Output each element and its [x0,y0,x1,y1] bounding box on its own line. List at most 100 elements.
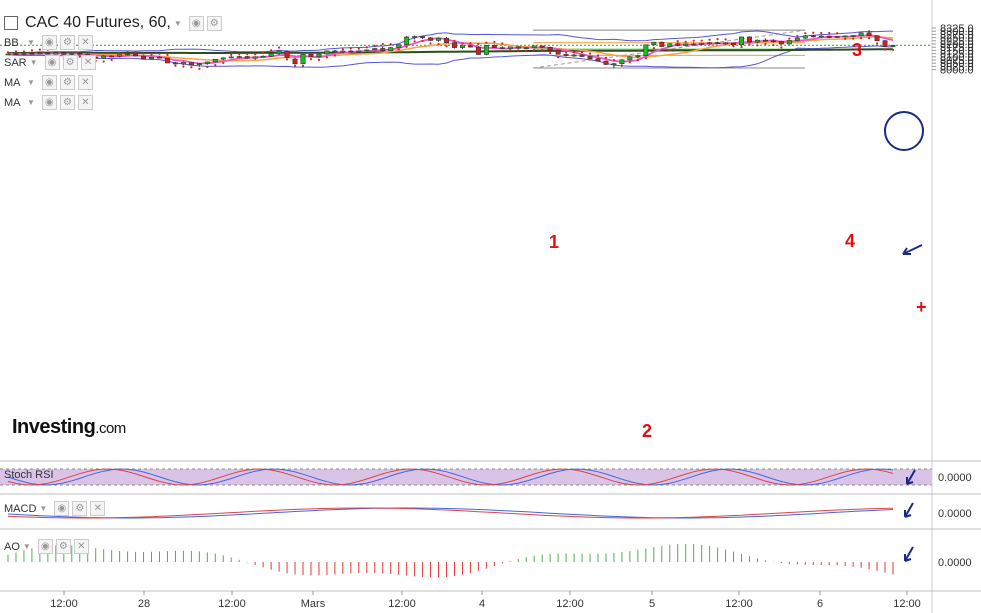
candle-body [611,63,617,66]
sar-dot [30,49,34,52]
sar-dot [301,64,305,67]
chevron-down-icon[interactable]: ▼ [27,98,35,107]
sar-dot [588,52,592,55]
sar-dot [652,46,655,50]
candle-body [380,48,386,51]
close-icon[interactable]: ✕ [90,501,106,516]
indicator-row-sar[interactable]: SAR ▼ ◉ ⚙ ✕ [4,55,96,70]
chevron-down-icon[interactable]: ▼ [27,78,35,87]
gear-icon[interactable]: ⚙ [59,75,75,90]
pane-value-label: 0.0000 [938,557,972,569]
candle-body [834,36,840,38]
chevron-down-icon[interactable]: ▼ [173,18,182,28]
price-tick-label: 8325.0 [940,23,974,35]
indicator-row-ma1[interactable]: MA ▼ ◉ ⚙ ✕ [4,75,93,90]
sar-dot [134,50,137,54]
candle-body [499,47,505,49]
sar-dot [317,58,321,61]
gear-icon[interactable]: ⚙ [55,539,71,554]
eye-icon[interactable]: ◉ [41,95,57,110]
candle-body [444,37,449,44]
indicator-row-ma2[interactable]: MA ▼ ◉ ⚙ ✕ [4,95,93,110]
candle-body [699,42,705,45]
candle-body [739,36,744,46]
eye-icon[interactable]: ◉ [54,501,70,516]
sar-dot [102,60,105,63]
candle-body [731,42,737,46]
sar-dot [270,49,273,52]
candle-body [45,52,51,55]
trend-line [532,29,806,69]
price-tick-label: 8050.0 [940,58,974,70]
annotation-1: 1 [549,232,559,252]
close-icon[interactable]: ✕ [80,55,96,70]
investing-logo: Investing.com [12,416,126,439]
indicator-label: BB [4,36,19,49]
candle-body [180,62,186,65]
annotation-3: 3 [852,40,862,60]
time-tick-label: 6 [817,598,823,610]
close-icon[interactable]: ✕ [77,95,93,110]
gear-icon[interactable]: ⚙ [59,35,75,50]
candle-body [220,57,226,60]
sar-dot [644,57,647,60]
price-tick-label: 8000.0 [940,65,974,77]
sar-dot [756,44,759,47]
sar-dot [612,59,616,62]
logo-brand: Investing [12,416,96,438]
sar-dot [748,43,751,46]
candle-body [515,46,521,49]
pane-label: MACD [4,502,37,515]
gear-icon[interactable]: ⚙ [206,15,222,31]
close-icon[interactable]: ✕ [77,35,93,50]
candle-body [483,44,489,55]
bb-lower [7,45,894,69]
indicator-row-bb[interactable]: BB ▼ ◉ ⚙ ✕ [4,35,93,50]
eye-icon[interactable]: ◉ [41,35,57,50]
candle-body [683,43,689,46]
collapse-icon[interactable] [4,16,18,30]
sar-dot [541,49,544,52]
eye-icon[interactable]: ◉ [37,539,53,554]
sar-dot [333,54,336,57]
chevron-down-icon[interactable]: ▼ [22,542,31,551]
candle-body [467,45,473,48]
chevron-down-icon[interactable]: ▼ [39,504,48,513]
pane-label-stoch-rsi[interactable]: Stoch RSI [4,469,54,481]
arrow-icon [906,469,916,485]
candle-body [643,44,649,57]
sar-dot [883,48,887,51]
signal-line [7,507,894,519]
gear-icon[interactable]: ⚙ [62,55,78,70]
pane-label-ao[interactable]: AO ▼ ◉ ⚙ ✕ [4,539,89,554]
candle-body [53,52,59,55]
candle-body [723,42,729,45]
eye-icon[interactable]: ◉ [44,55,60,70]
sar-dot [764,42,767,46]
chevron-down-icon[interactable]: ▼ [27,38,35,47]
sar-dot [182,65,185,68]
pane-label: Stoch RSI [4,469,54,481]
candle-body [890,44,896,47]
close-icon[interactable]: ✕ [73,539,89,554]
sar-dot [222,61,225,65]
eye-icon[interactable]: ◉ [188,15,204,31]
candle-body [707,42,713,45]
sar-dot [230,53,233,56]
sar-dot [788,37,791,40]
chevron-down-icon[interactable]: ▼ [29,58,38,67]
sar-dot [381,42,384,46]
pane-label-macd[interactable]: MACD ▼ ◉ ⚙ ✕ [4,501,106,516]
candle-body [452,42,457,48]
candle-body [164,57,170,64]
candle-body [364,49,370,52]
close-icon[interactable]: ✕ [77,75,93,90]
sar-dot [596,54,600,57]
eye-icon[interactable]: ◉ [41,75,57,90]
logo-suffix: .com [95,420,126,437]
candle-body [196,63,202,66]
gear-icon[interactable]: ⚙ [72,501,88,516]
gear-icon[interactable]: ⚙ [59,95,75,110]
sar-dot [110,58,113,61]
